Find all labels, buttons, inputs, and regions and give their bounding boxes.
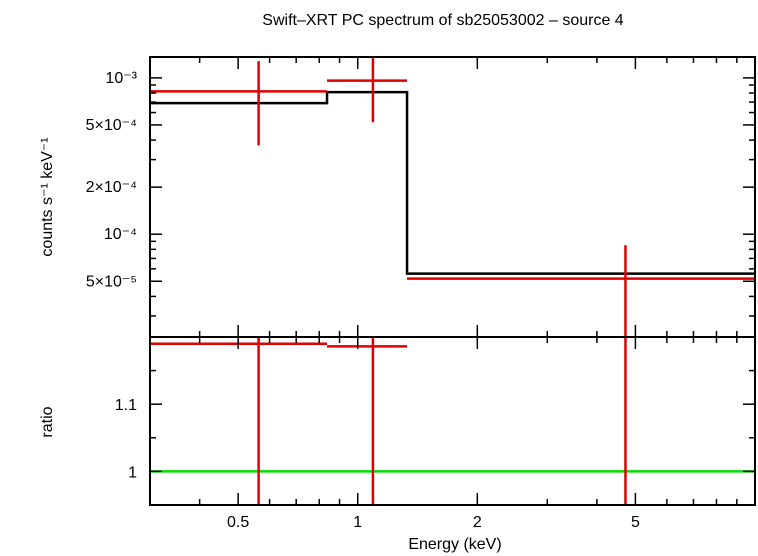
- top-data-point-1: [150, 61, 328, 146]
- bottom-y-tick-label: 1.1: [115, 397, 137, 414]
- top-y-tick-label: 2×10⁻⁴: [86, 179, 137, 196]
- x-axis-label: Energy (keV): [408, 536, 501, 553]
- bottom-y-tick-label: 1: [128, 464, 137, 481]
- ratio-data-point-2: [327, 337, 408, 505]
- top-data-point-2: [327, 57, 408, 123]
- x-tick-label: 1: [353, 514, 362, 531]
- top-y-tick-label: 5×10⁻⁴: [86, 117, 137, 134]
- top-y-tick-label: 5×10⁻⁵: [86, 273, 137, 290]
- x-tick-label: 0.5: [227, 514, 249, 531]
- top-y-tick-label: 10⁻³: [105, 70, 137, 87]
- x-tick-label: 5: [631, 514, 640, 531]
- top-panel-frame: [149, 56, 756, 338]
- top-panel-y-axis-label: counts s⁻¹ keV⁻¹: [39, 137, 56, 256]
- ratio-data-point-1: [150, 337, 328, 505]
- top-y-tick-label: 10⁻⁴: [104, 226, 137, 243]
- chart-title: Swift–XRT PC spectrum of sb25053002 – so…: [262, 12, 623, 29]
- bottom-panel-frame: [149, 336, 756, 506]
- ratio-data-point-3: [624, 337, 627, 505]
- bottom-panel-y-axis-label: ratio: [39, 406, 56, 437]
- plot-layer: 0.5 1 2 5 10⁻³ 5×10⁻⁴ 2×10⁻⁴ 10⁻⁴ 5×10⁻⁵ 1 1.1: [86, 56, 756, 531]
- x-tick-label: 2: [473, 514, 482, 531]
- bottom-panel-plot: [150, 337, 755, 505]
- top-data-point-3: [407, 245, 755, 337]
- top-panel-plot: [150, 57, 755, 337]
- model-step-line: [150, 90, 755, 275]
